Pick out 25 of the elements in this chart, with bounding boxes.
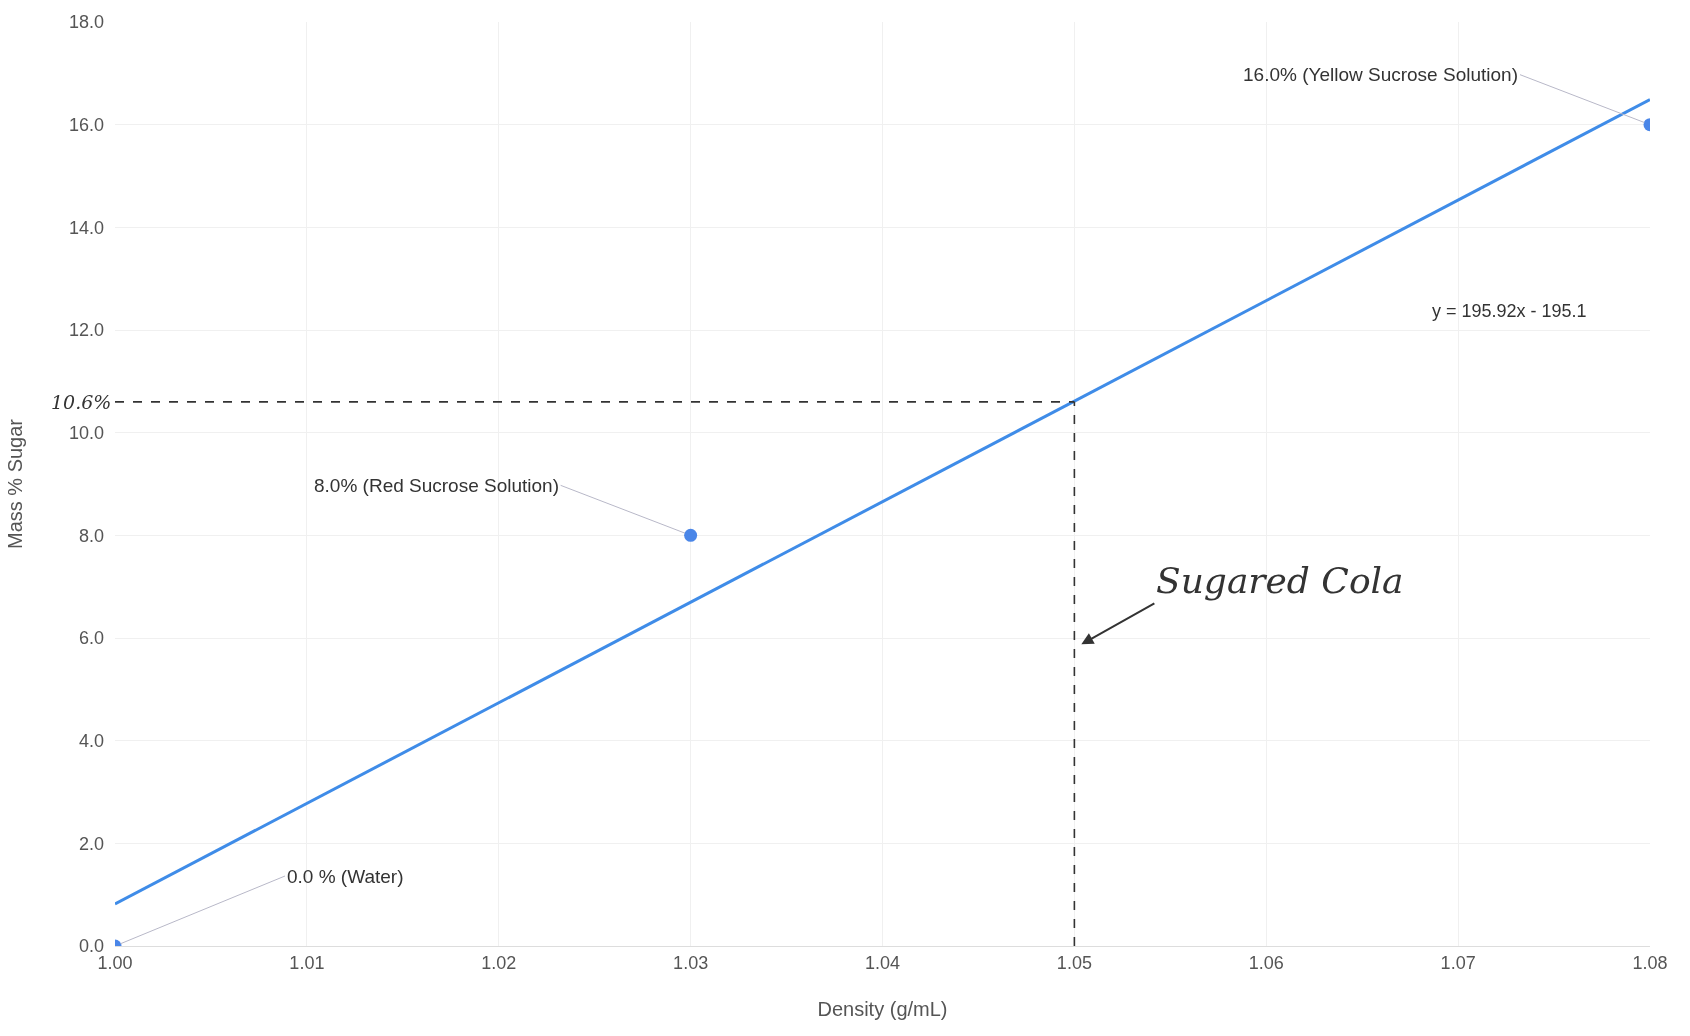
- x-tick-label: 1.04: [864, 952, 901, 973]
- x-tick-label: 1.03: [673, 952, 709, 973]
- y-tick-label: 2.0: [78, 833, 104, 854]
- annotation: 16.0% (Yellow Sucrose Solution): [1243, 64, 1518, 85]
- y-tick-label: 14.0: [68, 217, 104, 238]
- y-tick-label: 12.0: [68, 320, 104, 341]
- y-tick-label: 8.0: [78, 525, 104, 546]
- y-axis-title: Mass % Sugar: [4, 418, 27, 550]
- y-tick-label: 10.0: [68, 422, 104, 443]
- y-tick-label: 4.0: [78, 730, 104, 751]
- ref-line-label: 10.6%: [51, 391, 112, 413]
- x-tick-label: 1.02: [481, 952, 517, 973]
- x-tick-label: 1.01: [289, 952, 325, 973]
- y-tick-label: 18.0: [68, 12, 104, 33]
- annotation: Sugared Cola: [1156, 560, 1404, 601]
- y-tick-label: 16.0: [68, 114, 104, 135]
- x-tick-label: 1.05: [1056, 952, 1092, 973]
- x-axis-title: Density (g/mL): [817, 998, 948, 1020]
- x-tick-label: 1.08: [1632, 952, 1668, 973]
- annotation: 0.0 % (Water): [287, 866, 404, 887]
- annotation: y = 195.92x - 195.1: [1432, 301, 1587, 321]
- annotation: 8.0% (Red Sucrose Solution): [314, 475, 560, 496]
- x-tick-label: 1.06: [1248, 952, 1284, 973]
- x-tick-label: 1.07: [1440, 952, 1476, 973]
- y-tick-label: 6.0: [78, 628, 104, 649]
